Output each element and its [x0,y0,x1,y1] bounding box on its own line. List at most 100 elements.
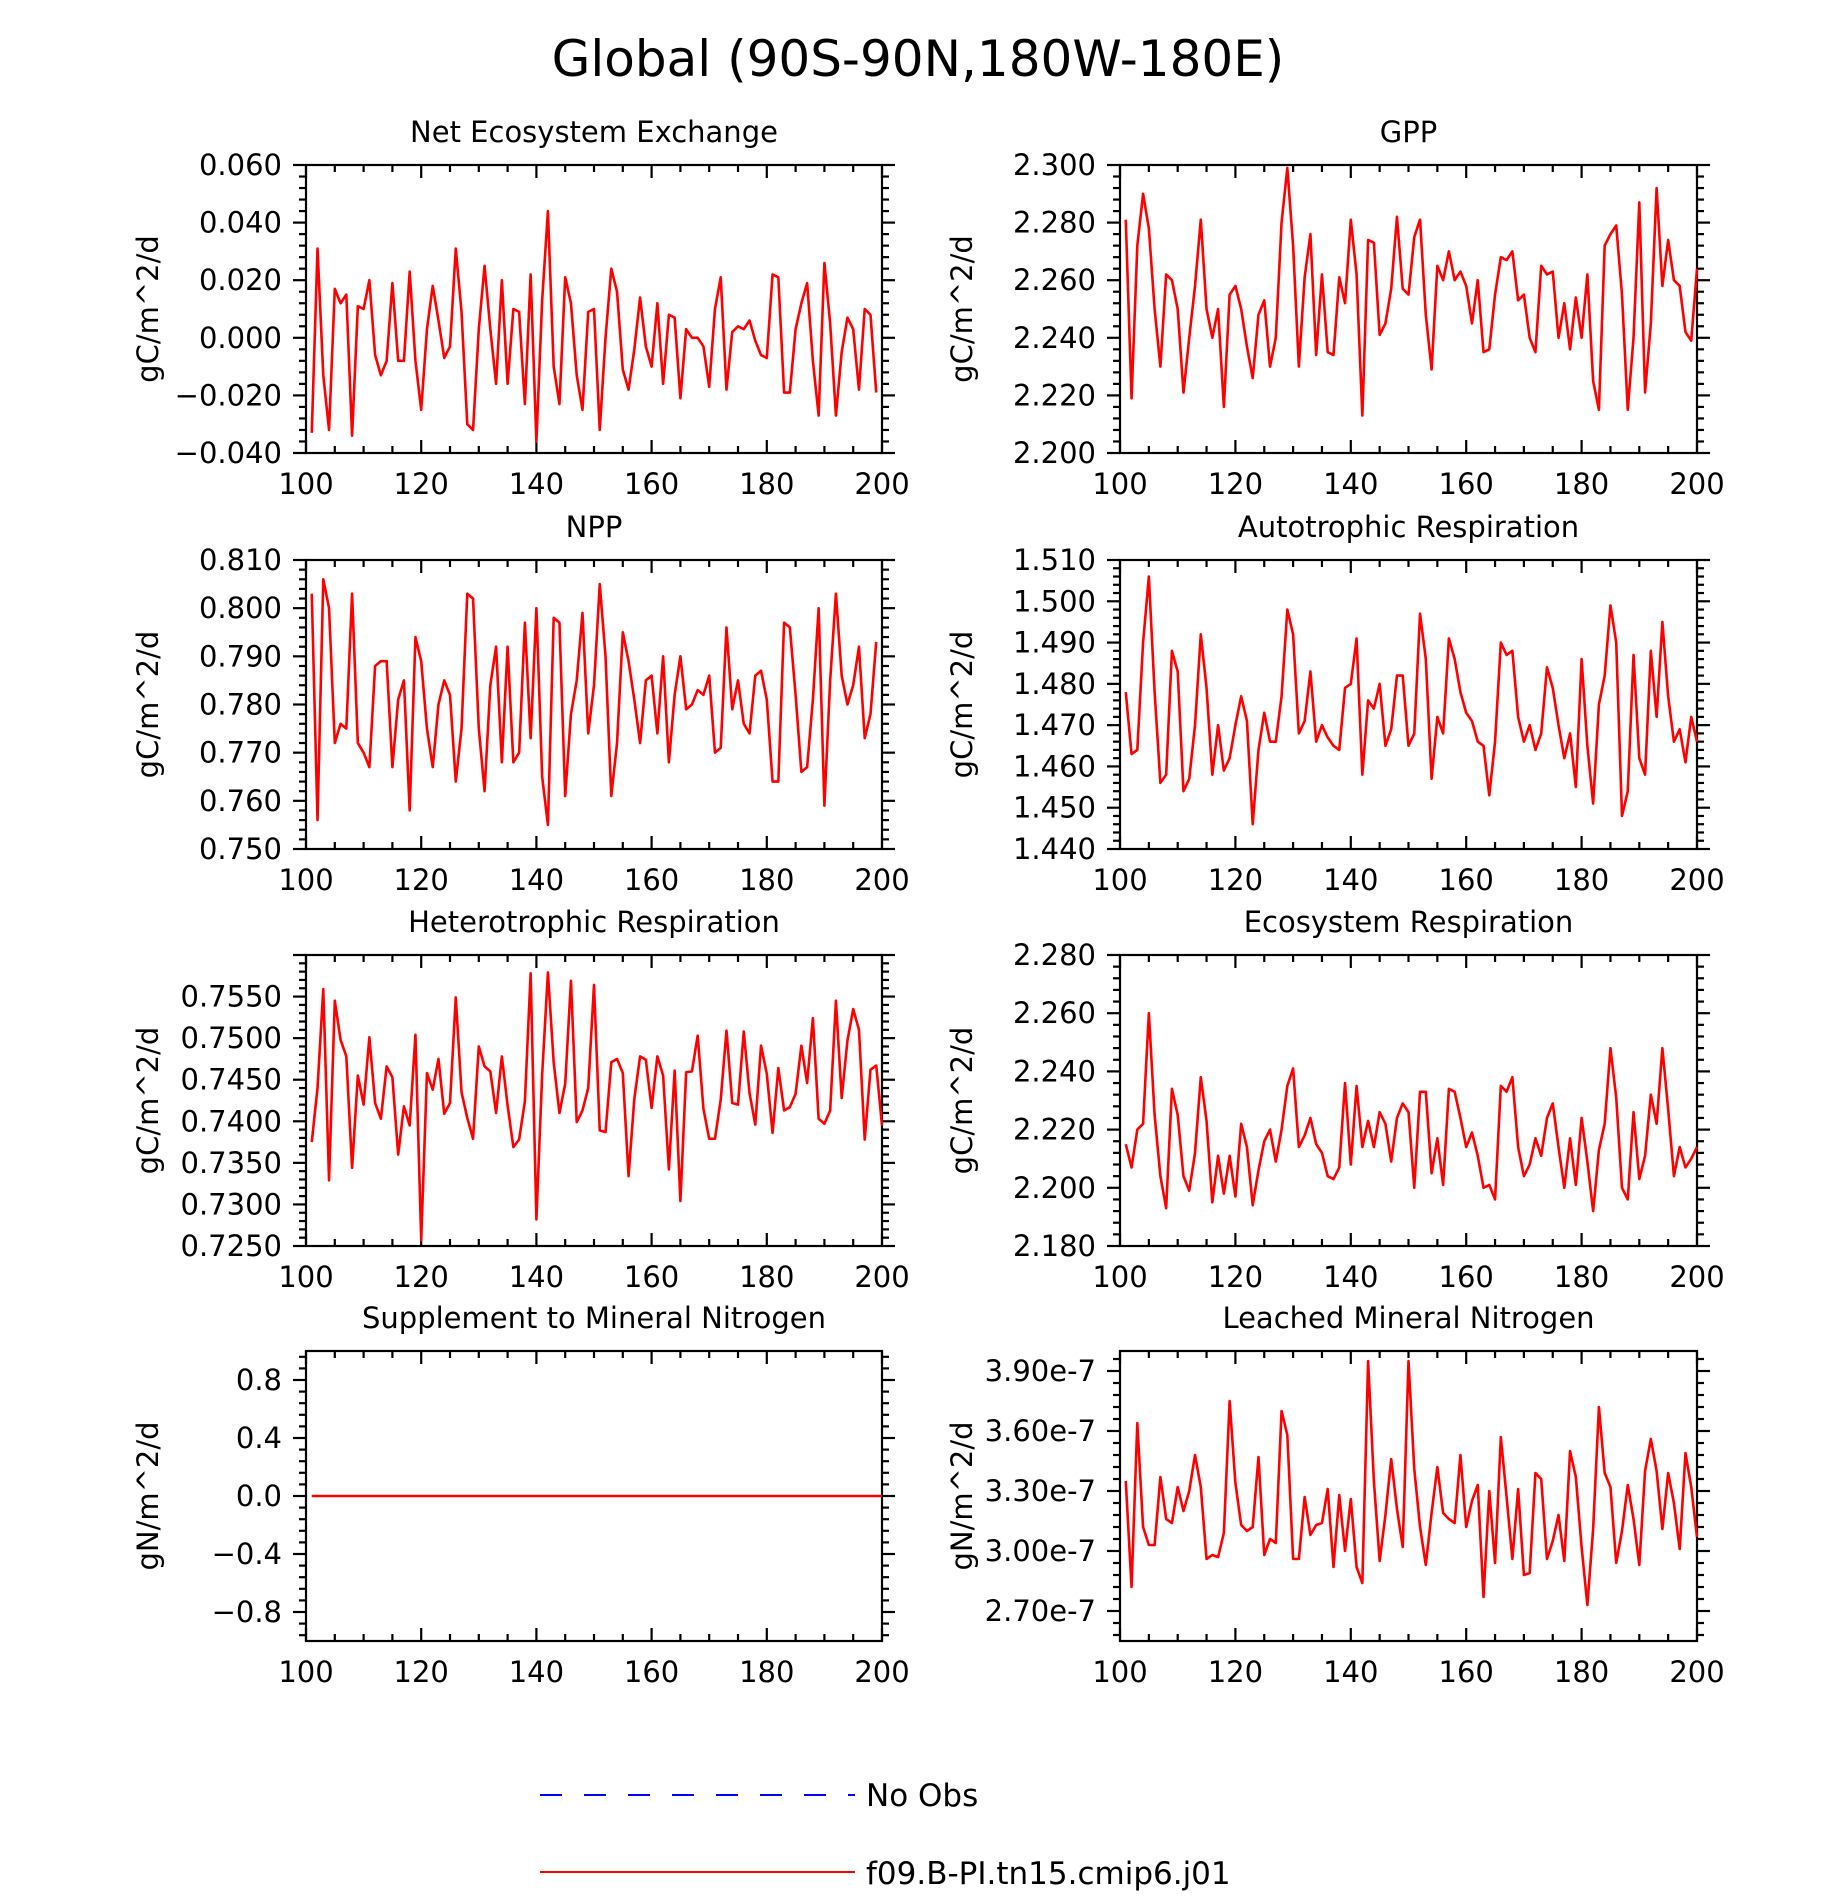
x-tick-label: 100 [278,1655,333,1689]
x-tick-label: 140 [509,863,564,897]
x-tick-label: 200 [854,467,909,501]
y-axis-label: gC/m^2/d [945,235,979,383]
y-tick-label: 1.450 [1013,791,1096,825]
panel-title: Heterotrophic Respiration [408,905,780,939]
y-tick-label: −0.8 [212,1595,282,1629]
panel-title: Net Ecosystem Exchange [410,115,778,149]
y-tick-label: 2.300 [1013,148,1096,182]
x-tick-label: 100 [278,1260,333,1294]
y-tick-label: 1.510 [1013,543,1096,577]
y-axis-label: gC/m^2/d [131,235,165,383]
y-tick-label: 0.8 [236,1363,282,1397]
series-line [1124,575,1699,826]
y-tick-label: 2.280 [1013,938,1096,972]
y-tick-label: 1.440 [1013,832,1096,866]
y-tick-label: 0.0 [236,1479,282,1513]
legend: No Obs f09.B-PI.tn15.cmip6.j01 [540,1778,1231,1892]
panel-6: 100 120 140 160 180 200 2.180 2.200 2.220 2.240 2.… [945,905,1725,1294]
panel-title: GPP [1380,115,1437,149]
panels-group: 100 120 140 160 180 200−0.040−0.0200.0000.020… [131,115,1725,1689]
y-tick-label: 0.7300 [181,1187,282,1221]
legend-no-obs-label: No Obs [866,1778,978,1814]
x-tick-label: 140 [509,1260,564,1294]
y-tick-label: 0.780 [199,688,282,722]
y-tick-label: 0.790 [199,639,282,673]
panel-7: 100 120 140 160 180 200 −0.8 −0.4 0.0 0.4 0.8 Suppl… [131,1301,910,1689]
x-tick-label: 140 [1323,1260,1378,1294]
x-tick-label: 120 [394,863,449,897]
y-axis-label: gC/m^2/d [945,1027,979,1175]
x-tick-label: 120 [1208,863,1263,897]
series-line [310,971,884,1242]
panel-3: 100 120 140 160 180 200 0.750 0.760 0.770 0.780 0.… [131,510,910,897]
x-tick-label: 120 [1208,1655,1263,1689]
x-tick-label: 120 [1208,467,1263,501]
y-tick-label: 0.7400 [181,1104,282,1138]
panel-8: 100 120 140 160 180 200 2.70e-7 3.00e-7 3.30e-7 3… [945,1301,1725,1689]
y-axis-label: gC/m^2/d [131,1027,165,1175]
panel-title: Leached Mineral Nitrogen [1222,1301,1594,1335]
y-tick-label: 0.040 [199,206,282,240]
panel-5: 100 120 140 160 180 200 0.7250 0.7300 0.7350 0.74… [131,905,910,1294]
x-tick-label: 100 [1092,467,1147,501]
x-tick-label: 160 [624,467,679,501]
x-tick-label: 180 [739,1260,794,1294]
y-tick-label: 0.760 [199,784,282,818]
y-tick-label: 2.180 [1013,1229,1096,1263]
y-tick-label: 3.90e-7 [985,1354,1096,1388]
panel-title: Supplement to Mineral Nitrogen [362,1301,826,1335]
y-tick-label: 1.460 [1013,749,1096,783]
y-tick-label: 0.800 [199,591,282,625]
y-tick-label: 0.770 [199,736,282,770]
x-tick-label: 200 [1669,863,1724,897]
panel-2: 100 120 140 160 180 200 2.200 2.220 2.240 2.260 2.… [945,115,1725,501]
y-tick-label: 1.500 [1013,584,1096,618]
x-tick-label: 120 [394,467,449,501]
y-tick-label: 2.240 [1013,321,1096,355]
y-tick-label: 0.7250 [181,1229,282,1263]
y-axis-label: gC/m^2/d [131,631,165,779]
y-tick-label: 3.30e-7 [985,1474,1096,1508]
series-line [1124,166,1699,417]
x-tick-label: 160 [624,1260,679,1294]
y-tick-label: 1.470 [1013,708,1096,742]
x-tick-label: 100 [278,467,333,501]
y-tick-label: 0.000 [199,321,282,355]
y-tick-label: 0.810 [199,543,282,577]
y-tick-label: 2.220 [1013,378,1096,412]
legend-model-label: f09.B-PI.tn15.cmip6.j01 [866,1856,1231,1892]
x-tick-label: 140 [1323,1655,1378,1689]
y-tick-label: 0.7550 [181,980,282,1014]
y-tick-label: 0.4 [236,1421,282,1455]
x-tick-label: 140 [1323,467,1378,501]
panel-title: Autotrophic Respiration [1238,510,1579,544]
y-tick-label: 2.260 [1013,263,1096,297]
x-tick-label: 200 [854,1655,909,1689]
y-tick-label: 2.220 [1013,1113,1096,1147]
x-tick-label: 180 [739,467,794,501]
y-tick-label: 3.00e-7 [985,1534,1096,1568]
x-tick-label: 100 [1092,1655,1147,1689]
x-tick-label: 140 [509,467,564,501]
x-tick-label: 160 [1439,1655,1494,1689]
y-tick-label: −0.020 [175,378,282,412]
x-tick-label: 200 [1669,1655,1724,1689]
y-tick-label: 2.70e-7 [985,1594,1096,1628]
x-tick-label: 200 [854,1260,909,1294]
x-tick-label: 180 [1554,1655,1609,1689]
x-tick-label: 140 [509,1655,564,1689]
y-tick-label: 0.7350 [181,1146,282,1180]
y-tick-label: 0.7500 [181,1021,282,1055]
y-tick-label: 0.7450 [181,1063,282,1097]
y-tick-label: 0.020 [199,263,282,297]
y-axis-label: gN/m^2/d [945,1421,979,1570]
x-tick-label: 120 [1208,1260,1263,1294]
y-tick-label: 2.200 [1013,1171,1096,1205]
panel-1: 100 120 140 160 180 200 −0.040 −0.020 0.000 0.020… [131,115,910,501]
x-tick-label: 200 [854,863,909,897]
x-tick-label: 100 [1092,1260,1147,1294]
y-tick-label: 2.200 [1013,436,1096,470]
x-tick-label: 200 [1669,467,1724,501]
x-tick-label: 180 [1554,467,1609,501]
